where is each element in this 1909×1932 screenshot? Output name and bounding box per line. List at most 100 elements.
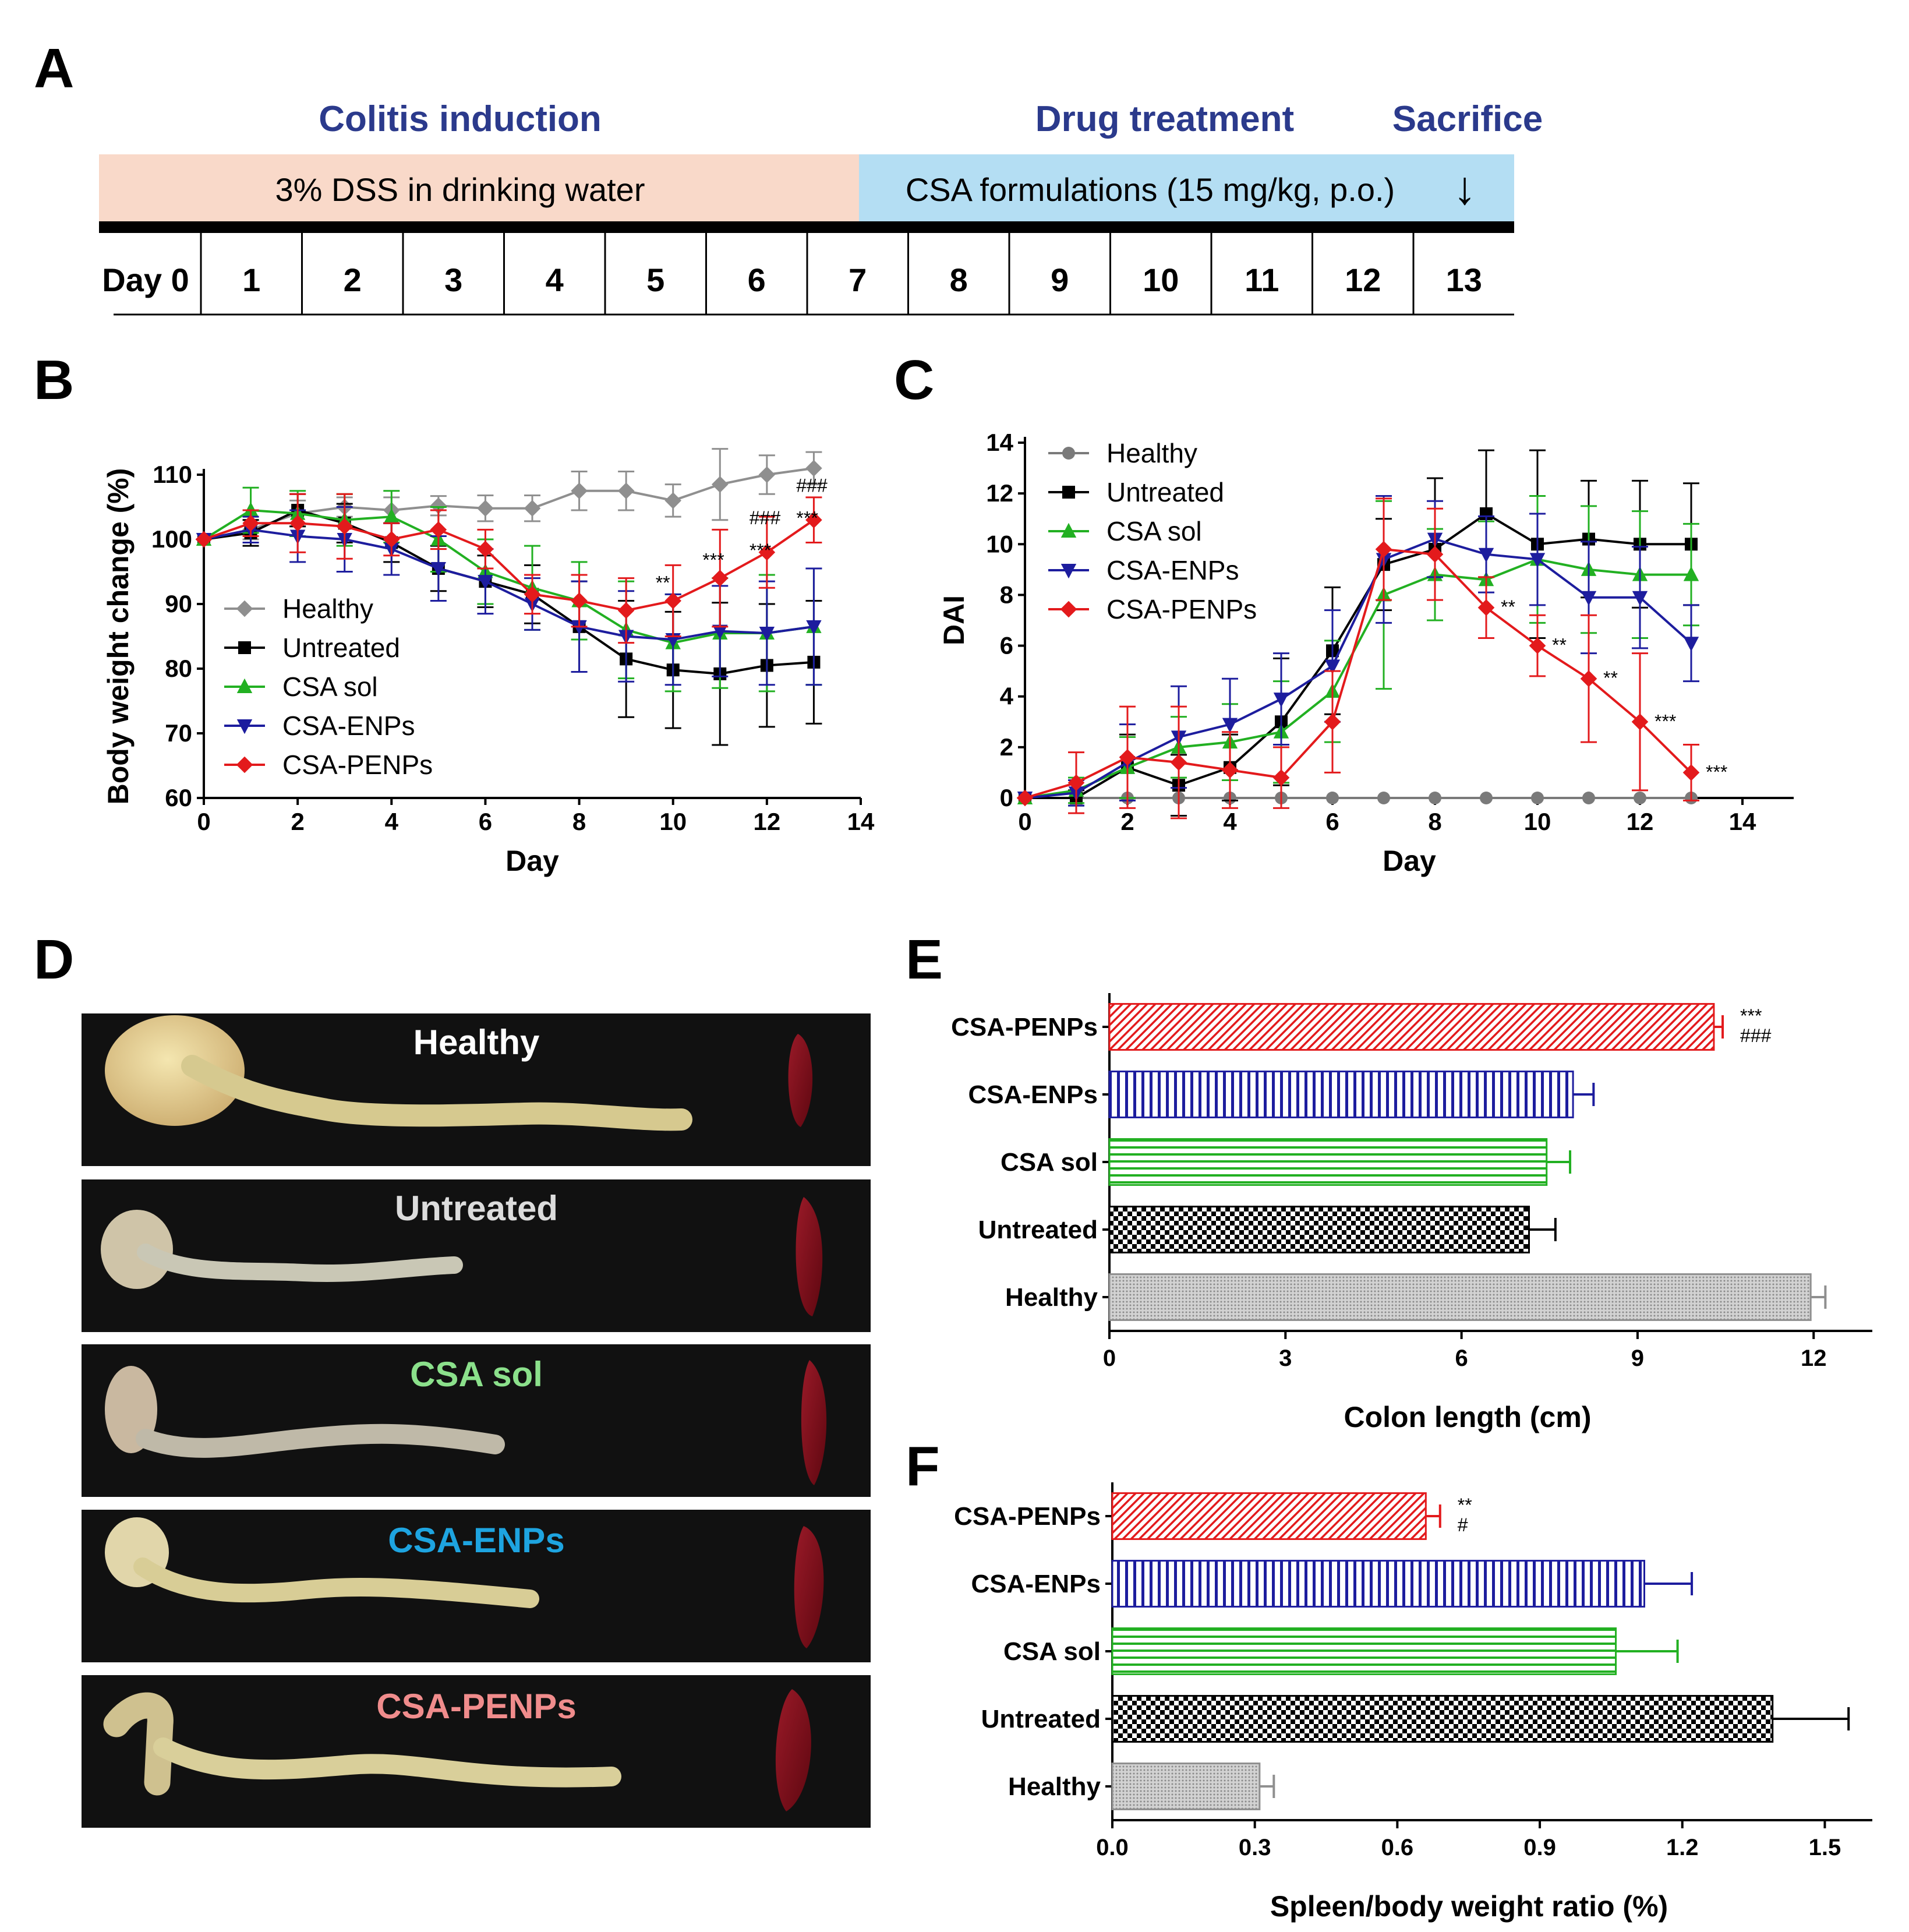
data-point — [712, 624, 728, 640]
colon-image — [137, 1244, 463, 1282]
legend-label: CSA-PENPs — [282, 750, 433, 780]
bar-csa-sol — [1108, 1138, 1548, 1186]
data-point — [711, 476, 729, 493]
series-line — [203, 519, 815, 612]
timeline-day-label: 10 — [1143, 262, 1179, 298]
significance-label: # — [1458, 1514, 1468, 1535]
y-tick-label: 0 — [1000, 784, 1013, 811]
category-label: CSA-ENPs — [968, 1080, 1098, 1109]
data-point — [1581, 591, 1597, 606]
y-axis-label: Body weight change (%) — [102, 468, 135, 805]
panel-label-e: E — [906, 928, 943, 991]
data-point — [617, 602, 635, 619]
legend-label: Healthy — [282, 594, 373, 624]
x-tick-label: 4 — [1223, 808, 1237, 835]
data-point — [758, 466, 776, 483]
data-point — [195, 531, 213, 548]
significance-label: ** — [1552, 635, 1567, 656]
significance-label: ### — [1740, 1025, 1772, 1046]
legend-label: CSA sol — [282, 672, 378, 702]
bar-csa-enps — [1108, 1071, 1574, 1118]
photo-label-csa-penps: CSA-PENPs — [376, 1687, 576, 1726]
data-point — [1580, 670, 1597, 687]
legend-label: Healthy — [1106, 438, 1197, 468]
colon-image — [181, 1055, 692, 1131]
data-point — [1119, 748, 1136, 766]
bar-untreated — [1111, 1695, 1774, 1743]
photo-untreated: Untreated — [82, 1179, 871, 1332]
data-point — [1529, 637, 1546, 654]
cecum-image — [101, 1210, 173, 1289]
data-point — [1582, 792, 1595, 804]
significance-label: *** — [1706, 761, 1727, 782]
data-point — [758, 543, 776, 561]
bar-healthy — [1108, 1273, 1812, 1321]
x-tick-label: 14 — [1729, 808, 1756, 835]
data-point — [1634, 792, 1646, 804]
data-point — [664, 492, 682, 509]
series-line — [1025, 512, 1691, 799]
data-point — [711, 570, 729, 587]
data-point — [1631, 713, 1649, 730]
timeline-day-label: Day 0 — [102, 262, 189, 298]
significance-label: *** — [750, 540, 771, 561]
series-healthy — [195, 448, 822, 548]
photo-csa-enps: CSA-ENPs — [82, 1510, 871, 1662]
data-point — [383, 531, 400, 548]
spleen-image — [775, 1689, 811, 1811]
data-point — [1531, 792, 1544, 804]
timeline-axis — [99, 221, 1514, 233]
x-tick-label: 1.5 — [1809, 1835, 1841, 1860]
timeline-day-label: 13 — [1446, 262, 1482, 298]
x-tick-label: 9 — [1631, 1345, 1644, 1371]
data-point — [1478, 548, 1494, 563]
series-line — [203, 528, 814, 641]
significance-label: ### — [796, 475, 828, 496]
panel-label-f: F — [906, 1435, 940, 1497]
y-tick-label: 60 — [165, 784, 192, 811]
data-point — [1683, 566, 1699, 581]
x-tick-label: 0 — [1018, 808, 1031, 835]
photo-healthy: Healthy — [82, 1013, 871, 1166]
data-point — [1067, 774, 1085, 792]
timeline-day-label: 5 — [646, 262, 664, 298]
dss-bar — [99, 154, 859, 221]
x-axis-label: Colon length (cm) — [1344, 1401, 1592, 1433]
y-tick-label: 2 — [1000, 733, 1013, 761]
csa-bar-label: CSA formulations (15 mg/kg, p.o.) — [906, 171, 1395, 208]
cecum-image — [103, 1692, 174, 1796]
data-point — [1477, 599, 1495, 616]
x-tick-label: 12 — [1801, 1345, 1827, 1371]
panel-label-c: C — [894, 349, 934, 411]
x-tick-label: 6 — [1455, 1345, 1468, 1371]
photo-csa-penps: CSA-PENPs — [82, 1675, 871, 1828]
csa-bar — [859, 154, 1514, 221]
x-tick-label: 10 — [659, 808, 687, 835]
legend: Healthy Untreated CSA sol CSA-ENPs CSA-PENPs — [1048, 438, 1257, 624]
x-tick-label: 0.0 — [1096, 1835, 1129, 1860]
data-point — [571, 592, 588, 609]
legend-label: CSA-PENPs — [1106, 594, 1257, 624]
legend-label: CSA-ENPs — [282, 711, 415, 741]
x-tick-label: 3 — [1279, 1345, 1292, 1371]
photo-label-healthy: Healthy — [413, 1023, 540, 1062]
series-line — [203, 508, 814, 675]
chart-colon-length: 0 3 6 9 12 Colon length (cm) CSA-PENPs CSA-ENPs… — [951, 993, 1872, 1433]
series-csa-penps — [195, 493, 822, 644]
sacrifice-arrow-icon: ↓ — [1453, 162, 1476, 214]
data-point — [1426, 546, 1444, 563]
data-point — [1377, 792, 1390, 804]
x-tick-label: 4 — [385, 808, 399, 835]
x-tick-label: 8 — [572, 808, 586, 835]
panel-label-b: B — [34, 349, 74, 411]
colon-image — [153, 1737, 621, 1788]
bar-csa-sol — [1111, 1627, 1617, 1675]
spleen-image — [796, 1197, 823, 1316]
y-tick-label: 90 — [165, 590, 192, 617]
category-label: Untreated — [978, 1216, 1098, 1244]
x-tick-label: 12 — [1627, 808, 1654, 835]
x-tick-label: 0.3 — [1239, 1835, 1271, 1860]
x-tick-label: 6 — [479, 808, 492, 835]
